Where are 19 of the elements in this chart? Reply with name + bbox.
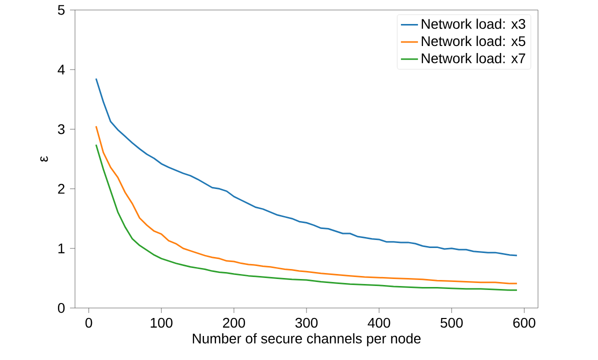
x-tick-label: 400 (368, 318, 390, 328)
y-tick-label: 2 (58, 184, 64, 194)
y-tick-label: 4 (58, 64, 65, 74)
x-tick-label: 100 (150, 318, 172, 328)
legend-label: Network load: x3 (422, 18, 526, 29)
x-tick-label: 0 (85, 318, 92, 328)
x-tick-label: 600 (513, 318, 536, 328)
y-tick-label: 0 (58, 303, 65, 313)
y-tick-label: 3 (58, 124, 65, 134)
y-tick-label: 1 (58, 244, 64, 254)
x-tick-label: 200 (223, 318, 246, 328)
line-series (95, 125, 518, 284)
y-tick-label: 5 (58, 5, 65, 15)
y-axis-title: ε (40, 156, 48, 162)
legend-label: Network load: x7 (422, 53, 526, 64)
x-tick-label: 300 (295, 318, 318, 328)
x-tick-label: 500 (440, 318, 463, 328)
legend-label: Network load: x5 (422, 36, 526, 46)
x-axis-title: Number of secure channels per node (192, 333, 421, 346)
